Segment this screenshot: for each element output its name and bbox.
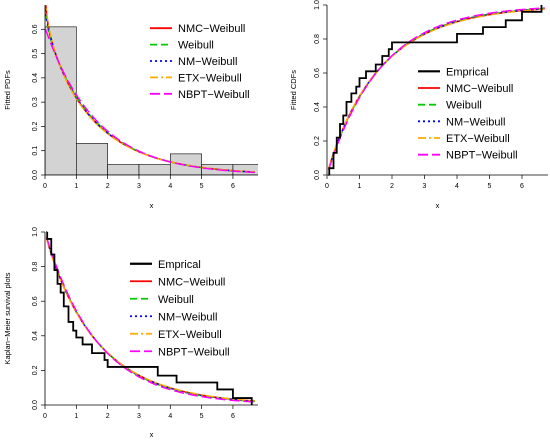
fitted-curves (45, 236, 255, 403)
y-tick-label: 0.2 (314, 136, 321, 146)
legend: NMC−Weibull Weibull NM−Weibull ETX−Weibull N… (150, 23, 250, 101)
fitted-curves (327, 7, 545, 171)
y-tick-label: 0.4 (314, 102, 321, 112)
y-axis-title: Kaplan−Meier survival plots (3, 272, 12, 364)
y-tick-label: 0.4 (32, 331, 39, 341)
x-axis-title: x (436, 201, 440, 210)
chart-panel-pdf: 0 1 2 3 4 5 6 0.0 0.1 0.2 0.3 0.4 0.5 0.6 x Fitted PDFs… (3, 5, 258, 210)
y-tick-label: 1.0 (32, 227, 39, 237)
legend-label: Weibull (446, 100, 482, 112)
legend-label: Emprical (158, 259, 201, 271)
x-tick-label: 5 (488, 183, 492, 190)
x-tick-label: 5 (200, 413, 204, 420)
series-nbpt-line (45, 29, 255, 174)
series-etx-line (45, 238, 255, 402)
x-tick-label: 6 (231, 183, 235, 190)
legend-label: NMC−Weibull (158, 276, 225, 288)
x-tick-label: 1 (74, 413, 78, 420)
y-tick-label: 1.0 (314, 0, 321, 10)
y-tick-label: 0.8 (32, 262, 39, 272)
y-tick-label: 0.6 (32, 296, 39, 306)
histogram-bar (138, 164, 171, 175)
legend-label: NM−Weibull (178, 56, 237, 68)
x-tick-label: 6 (520, 183, 524, 190)
histogram-bar (232, 164, 258, 175)
legend-label: Weibull (158, 294, 194, 306)
x-tick-label: 1 (358, 183, 362, 190)
y-axis-title: Fitted CDFs (289, 70, 298, 110)
legend-label: NMC−Weibull (178, 23, 245, 35)
legend-label: NM−Weibull (158, 311, 217, 323)
series-nmc-line (45, 237, 255, 402)
chart-panel-km: 0 1 2 3 4 5 6 0.0 0.2 0.4 0.6 0.8 1.0 x Kaplan−Meier s… (3, 227, 258, 439)
y-tick-label: 0.0 (32, 400, 39, 410)
y-tick-label: 0.0 (32, 170, 39, 180)
legend-label: Emprical (446, 66, 489, 78)
histogram-bar (107, 164, 140, 175)
x-tick-label: 4 (168, 413, 172, 420)
x-tick-label: 1 (74, 183, 78, 190)
x-tick-label: 0 (43, 413, 47, 420)
y-tick-label: 0.5 (32, 49, 39, 59)
series-empirical-line (328, 5, 543, 176)
y-tick-label: 0.2 (32, 365, 39, 375)
histogram-bar (76, 143, 108, 175)
x-tick-label: 3 (137, 413, 141, 420)
legend-label: NBPT−Weibull (158, 346, 230, 358)
legend-label: Weibull (178, 40, 214, 52)
legend-label: ETX−Weibull (178, 72, 242, 84)
x-tick-label: 3 (137, 183, 141, 190)
legend: Emprical NMC−Weibull Weibull NM−Weibull ETX−… (130, 259, 230, 358)
x-tick-label: 5 (200, 183, 204, 190)
x-tick-label: 4 (168, 183, 172, 190)
y-tick-label: 0.0 (314, 170, 321, 180)
x-tick-label: 2 (106, 413, 110, 420)
legend-label: ETX−Weibull (446, 133, 510, 145)
x-tick-label: 2 (106, 183, 110, 190)
x-tick-label: 2 (390, 183, 394, 190)
series-weibull-line (45, 237, 255, 403)
x-tick-label: 0 (325, 183, 329, 190)
legend-label: NM−Weibull (446, 116, 505, 128)
chart-panel-cdf: 0 1 2 3 4 5 6 0.0 0.2 0.4 0.6 0.8 1.0 x Fitted CDFs Emp… (289, 0, 548, 210)
y-tick-label: 0.1 (32, 146, 39, 156)
fitted-curves (45, 5, 255, 174)
y-axis-title: Fitted PDFs (3, 70, 12, 110)
y-tick-label: 0.3 (32, 97, 39, 107)
x-tick-label: 0 (43, 183, 47, 190)
x-tick-label: 6 (231, 413, 235, 420)
y-tick-label: 0.4 (32, 73, 39, 83)
y-tick-label: 0.6 (314, 68, 321, 78)
legend-label: NMC−Weibull (446, 83, 513, 95)
legend-label: NBPT−Weibull (178, 89, 250, 101)
legend-label: NBPT−Weibull (446, 150, 518, 162)
y-tick-label: 0.8 (314, 34, 321, 44)
x-axis-title: x (150, 201, 154, 210)
legend: Emprical NMC−Weibull Weibull NM−Weibull ETX−… (418, 66, 518, 162)
histogram-bar (45, 26, 77, 175)
y-tick-label: 0.6 (32, 24, 39, 34)
x-axis-title: x (150, 430, 154, 439)
x-tick-label: 4 (455, 183, 459, 190)
series-nbpt-line (45, 236, 255, 403)
series-nbpt-line (327, 7, 545, 171)
series-nm-line (45, 237, 255, 402)
legend-label: ETX−Weibull (158, 329, 222, 341)
series-etx-line (327, 8, 545, 169)
series-empirical-line (46, 231, 253, 405)
x-tick-label: 3 (423, 183, 427, 190)
y-tick-label: 0.2 (32, 121, 39, 131)
